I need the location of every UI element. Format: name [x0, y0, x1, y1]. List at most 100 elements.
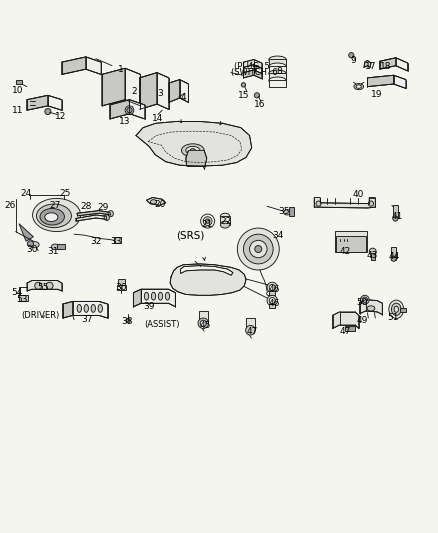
Bar — [269, 66, 286, 72]
Text: 4: 4 — [180, 93, 186, 102]
Polygon shape — [157, 72, 169, 109]
Text: 49: 49 — [357, 316, 368, 325]
Text: 26: 26 — [5, 201, 16, 210]
Ellipse shape — [165, 292, 170, 300]
Ellipse shape — [367, 306, 375, 311]
Bar — [118, 279, 125, 287]
Text: 8: 8 — [276, 67, 282, 76]
Text: 42: 42 — [339, 247, 350, 256]
Polygon shape — [380, 58, 396, 69]
Ellipse shape — [181, 144, 204, 157]
Circle shape — [126, 318, 131, 323]
Ellipse shape — [269, 77, 286, 84]
Circle shape — [255, 246, 262, 253]
Text: 12: 12 — [55, 112, 67, 121]
Polygon shape — [125, 68, 141, 106]
Polygon shape — [110, 100, 145, 119]
Text: 14: 14 — [152, 114, 163, 123]
Polygon shape — [394, 75, 406, 88]
Polygon shape — [169, 79, 188, 102]
Polygon shape — [170, 264, 246, 295]
Ellipse shape — [150, 200, 156, 204]
Text: 39: 39 — [143, 302, 155, 311]
Text: 7: 7 — [251, 66, 257, 75]
Polygon shape — [134, 289, 175, 306]
Circle shape — [46, 282, 53, 289]
Text: 34: 34 — [272, 231, 283, 239]
Polygon shape — [110, 100, 130, 119]
Bar — [269, 79, 286, 87]
Text: 2: 2 — [131, 87, 137, 96]
Text: 30: 30 — [26, 245, 38, 254]
Polygon shape — [360, 300, 382, 314]
Text: 29: 29 — [98, 203, 109, 212]
Text: (ASSIST): (ASSIST) — [145, 320, 180, 329]
Circle shape — [349, 53, 354, 58]
Bar — [114, 237, 121, 244]
Polygon shape — [180, 265, 233, 275]
Text: 31: 31 — [47, 247, 59, 256]
Ellipse shape — [91, 304, 95, 312]
Circle shape — [369, 248, 376, 255]
Text: 28: 28 — [80, 202, 92, 211]
Ellipse shape — [269, 70, 286, 77]
Ellipse shape — [145, 292, 149, 300]
Polygon shape — [244, 60, 262, 68]
Polygon shape — [364, 60, 371, 67]
Text: 37: 37 — [81, 315, 93, 324]
Bar — [16, 80, 22, 84]
Text: 9: 9 — [350, 56, 357, 65]
Bar — [269, 72, 286, 79]
Text: 20: 20 — [155, 200, 166, 209]
Polygon shape — [136, 122, 252, 166]
Circle shape — [237, 228, 279, 270]
Circle shape — [198, 318, 208, 328]
Circle shape — [360, 295, 369, 304]
Circle shape — [45, 108, 51, 115]
Bar — [269, 304, 276, 308]
Ellipse shape — [30, 241, 39, 248]
Ellipse shape — [84, 304, 88, 312]
Circle shape — [246, 326, 255, 335]
Text: 43: 43 — [367, 251, 378, 260]
Polygon shape — [380, 58, 408, 71]
Bar — [336, 236, 366, 252]
Ellipse shape — [108, 211, 113, 217]
Text: 40: 40 — [353, 190, 364, 199]
Bar — [220, 216, 230, 225]
Text: 41: 41 — [392, 212, 403, 221]
Polygon shape — [76, 215, 107, 221]
Bar — [345, 326, 355, 330]
Ellipse shape — [190, 149, 195, 152]
Text: 15: 15 — [238, 91, 250, 100]
Text: 19: 19 — [371, 90, 383, 99]
Polygon shape — [314, 198, 375, 208]
Polygon shape — [147, 198, 166, 205]
Polygon shape — [102, 68, 141, 106]
Polygon shape — [244, 70, 262, 79]
Ellipse shape — [269, 56, 286, 63]
Circle shape — [254, 93, 260, 98]
Bar — [57, 244, 65, 249]
Text: (PLUG  5: (PLUG 5 — [234, 62, 270, 71]
Polygon shape — [77, 211, 111, 216]
Ellipse shape — [284, 210, 290, 215]
Polygon shape — [27, 95, 48, 110]
Text: 16: 16 — [254, 100, 266, 109]
Circle shape — [203, 217, 212, 225]
Polygon shape — [102, 68, 125, 106]
Circle shape — [250, 240, 267, 258]
Bar — [117, 285, 126, 290]
Text: 35: 35 — [278, 207, 290, 216]
Circle shape — [362, 297, 367, 302]
Text: 50: 50 — [357, 298, 368, 307]
Text: 46: 46 — [268, 285, 280, 294]
Circle shape — [27, 241, 33, 247]
Polygon shape — [140, 72, 157, 109]
Circle shape — [316, 201, 321, 206]
Ellipse shape — [389, 300, 404, 318]
Circle shape — [269, 297, 276, 304]
Text: 32: 32 — [90, 237, 102, 246]
Circle shape — [368, 201, 374, 206]
Ellipse shape — [98, 304, 102, 312]
